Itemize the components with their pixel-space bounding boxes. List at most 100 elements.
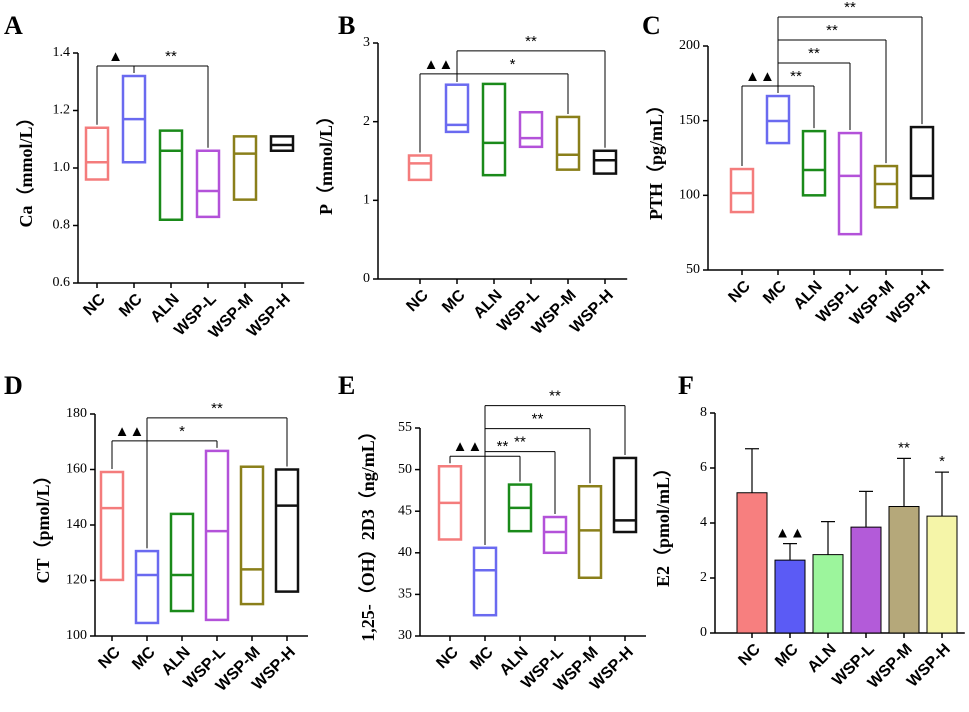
significance-label: ▲▲ (453, 438, 483, 455)
y-axis-title: CT（pmol/L） (33, 466, 53, 583)
x-tick-label: NC (433, 643, 462, 672)
range-box (99, 470, 125, 582)
y-tick-label: 0 (363, 271, 370, 286)
x-tick-label: NC (95, 643, 124, 672)
significance-label: ** (790, 68, 802, 85)
bar (888, 506, 920, 634)
range-box (592, 149, 618, 175)
y-tick-label: 160 (66, 462, 87, 477)
x-tick-label: MC (467, 643, 497, 673)
significance-label: ▲ (108, 48, 123, 65)
y-tick-label: 30 (398, 628, 412, 643)
y-tick-label: 180 (66, 406, 87, 421)
y-tick-label: 200 (679, 38, 700, 53)
y-tick-label: 3 (363, 35, 370, 50)
significance-label: ** (826, 22, 838, 39)
significance-label: ** (525, 33, 537, 50)
significance-label: ** (532, 411, 544, 428)
y-tick-label: 50 (398, 462, 412, 477)
range-box (801, 129, 827, 197)
panel-letter: B (338, 11, 355, 40)
significance-label: ▲▲ (115, 423, 145, 440)
range-box (873, 164, 899, 209)
range-box (612, 456, 638, 534)
significance-label: ▲▲ (775, 525, 805, 542)
bar (850, 526, 882, 634)
significance-label: ▲▲ (424, 56, 454, 73)
y-tick-label: 35 (398, 587, 412, 602)
bar (926, 515, 958, 634)
significance-label: ** (808, 45, 820, 62)
range-box (765, 94, 791, 145)
y-tick-label: 50 (686, 262, 700, 277)
bar (812, 554, 844, 634)
y-tick-label: 1.0 (53, 160, 71, 175)
panel-letter: D (4, 371, 23, 400)
range-box (239, 465, 265, 606)
range-box (542, 515, 568, 555)
significance-label: ** (514, 434, 526, 451)
range-box (518, 110, 544, 149)
range-box (472, 546, 498, 617)
x-tick-label: MC (760, 277, 790, 307)
significance-label: * (939, 453, 945, 470)
y-axis-title: 1,25-（OH）2D3（ng/mL） (358, 422, 378, 642)
y-tick-label: 1.2 (53, 103, 71, 118)
range-box (158, 129, 184, 221)
significance-label: ** (497, 438, 509, 455)
y-tick-label: 0 (700, 625, 707, 640)
y-tick-label: 100 (679, 188, 700, 203)
y-tick-label: 8 (700, 405, 707, 420)
y-tick-label: 140 (66, 517, 87, 532)
y-axis-title: PTH（pg/mL） (646, 96, 666, 220)
y-tick-label: 55 (398, 420, 412, 435)
significance-label: * (179, 423, 185, 440)
y-tick-label: 6 (700, 460, 707, 475)
x-tick-label: MC (439, 286, 469, 316)
range-box (481, 82, 507, 177)
range-box (169, 512, 195, 613)
significance-label: ** (549, 388, 561, 405)
y-tick-label: 1 (363, 193, 370, 208)
range-box (269, 135, 295, 152)
range-box (407, 154, 433, 182)
range-box (274, 468, 300, 593)
x-tick-label: WSP-H (904, 641, 954, 691)
range-box (134, 549, 160, 625)
range-box (555, 115, 581, 171)
range-box (909, 125, 935, 200)
significance-label: * (510, 56, 516, 73)
panel-letter: F (678, 371, 694, 400)
x-tick-label: MC (772, 640, 802, 670)
y-tick-label: 40 (398, 545, 412, 560)
significance-label: ▲▲ (745, 68, 775, 85)
y-axis-title: P（mmol/L） (316, 107, 336, 215)
range-box (577, 484, 603, 580)
x-tick-label: NC (725, 277, 754, 306)
x-tick-label: NC (403, 286, 432, 315)
range-box (195, 149, 221, 219)
panel-letter: E (338, 371, 355, 400)
range-box (204, 449, 230, 622)
y-tick-label: 45 (398, 503, 412, 518)
y-axis-title: Ca（mmol/L） (16, 109, 36, 228)
panel-letter: A (4, 11, 23, 40)
y-axis-title: E2（pmol/mL） (653, 459, 673, 587)
significance-label: ** (165, 48, 177, 65)
range-box (84, 126, 110, 181)
y-tick-label: 2 (700, 570, 707, 585)
y-tick-label: 2 (363, 114, 370, 129)
significance-label: ** (898, 439, 910, 456)
x-tick-label: NC (80, 290, 109, 319)
y-tick-label: 1.4 (53, 45, 71, 60)
y-tick-label: 0.8 (53, 218, 71, 233)
panel-letter: C (642, 11, 661, 40)
range-box (837, 131, 863, 236)
range-box (444, 83, 470, 134)
y-tick-label: 0.6 (53, 275, 71, 290)
y-tick-label: 4 (700, 515, 707, 530)
x-tick-label: MC (129, 643, 159, 673)
bar (774, 559, 806, 634)
x-tick-label: NC (735, 640, 764, 669)
